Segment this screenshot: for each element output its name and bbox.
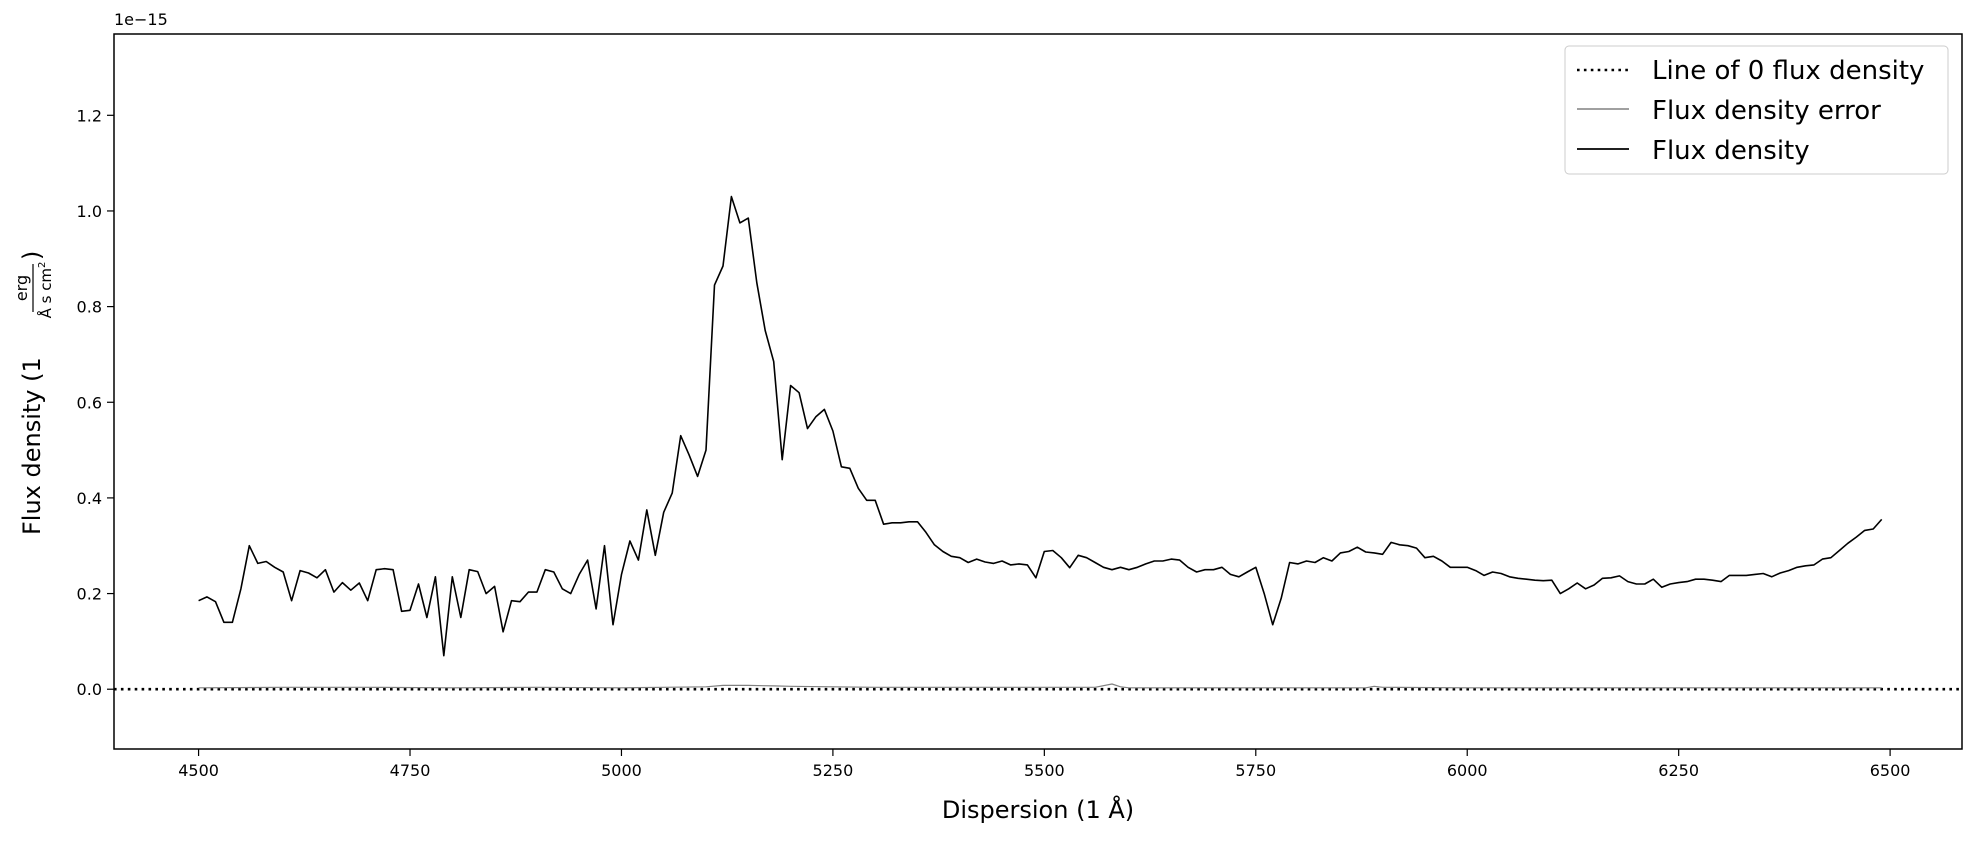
axes-frame	[113, 33, 1963, 750]
axes-ticks: 4500 4750 5000 5250 5500 5750 6000 6250 6500 0.0 0…	[77, 106, 1911, 780]
y-tick-label: 0.6	[77, 393, 102, 412]
y-axis-label-numerator: erg	[12, 275, 31, 301]
y-tick-label: 0.0	[77, 680, 102, 699]
x-tick-label: 4500	[178, 761, 219, 780]
y-tick-label: 1.0	[77, 202, 102, 221]
x-tick-label: 5000	[601, 761, 642, 780]
y-axis-label: Flux density (1 erg Å s cm2 )	[12, 251, 55, 535]
y-axis-label-suffix: )	[18, 251, 46, 260]
x-tick-label: 6500	[1870, 761, 1911, 780]
y-axis-label-denominator-base: Å s cm	[36, 268, 55, 318]
y-tick-label: 0.8	[77, 298, 102, 317]
legend-label-flux-density: Flux density	[1652, 136, 1810, 166]
x-tick-label: 6000	[1447, 761, 1488, 780]
x-tick-label: 5500	[1024, 761, 1065, 780]
y-tick-label: 0.2	[77, 585, 102, 604]
x-axis-label: Dispersion (1 Å)	[942, 795, 1134, 824]
y-offset-text: 1e−15	[114, 10, 168, 29]
y-tick-label: 0.4	[77, 489, 102, 508]
flux-density-error-line	[198, 683, 1882, 689]
x-tick-label: 4750	[390, 761, 431, 780]
plot-area	[114, 195, 1962, 691]
flux-density-line	[198, 195, 1883, 657]
y-axis-label-prefix: Flux density (1	[18, 357, 46, 535]
x-tick-label: 5250	[813, 761, 854, 780]
legend-box	[1564, 45, 1949, 175]
legend-label-zero-line: Line of 0 flux density	[1652, 56, 1924, 86]
y-axis-label-denominator: Å s cm2	[36, 262, 55, 319]
y-axis-label-denominator-sup: 2	[37, 262, 48, 268]
x-tick-label: 5750	[1235, 761, 1276, 780]
legend: Line of 0 flux density Flux density erro…	[1564, 45, 1949, 175]
y-tick-label: 1.2	[77, 106, 102, 125]
legend-label-flux-error: Flux density error	[1652, 96, 1881, 126]
x-tick-label: 6250	[1658, 761, 1699, 780]
